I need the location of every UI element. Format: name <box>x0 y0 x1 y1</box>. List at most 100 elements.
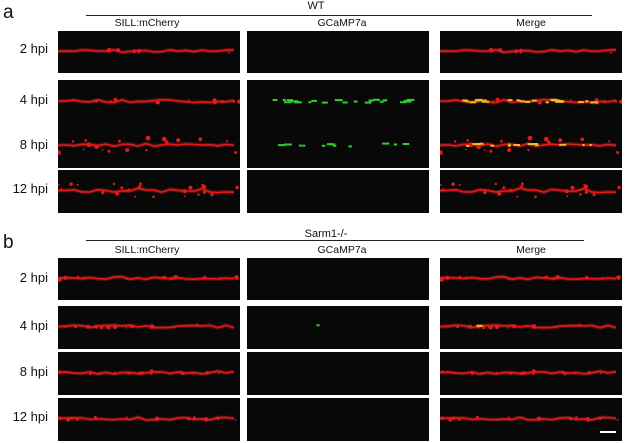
gcamp-signal <box>382 142 390 145</box>
gcamp-signal <box>286 99 293 102</box>
mcherry-puncta <box>507 326 509 329</box>
mcherry-puncta <box>569 99 572 102</box>
gcamp-signal <box>590 101 593 104</box>
mcherry-puncta <box>94 144 99 149</box>
mcherry-puncta <box>74 325 77 329</box>
mcherry-puncta <box>145 135 151 141</box>
panel-a-tile-2-gcamp <box>247 80 429 124</box>
mcherry-puncta <box>601 276 604 279</box>
mcherry-puncta <box>173 275 178 280</box>
mcherry-puncta <box>69 416 74 420</box>
mcherry-puncta <box>191 372 194 375</box>
mcherry-puncta <box>603 100 607 104</box>
gcamp-signal <box>462 99 468 102</box>
mcherry-puncta <box>497 191 502 196</box>
panel-b-tile-4-merge <box>440 398 622 441</box>
axon-fiber <box>58 49 235 54</box>
mcherry-puncta <box>616 275 621 280</box>
mcherry-puncta <box>570 185 575 190</box>
mcherry-puncta <box>495 371 498 373</box>
mcherry-puncta <box>71 140 75 143</box>
mcherry-puncta <box>198 137 203 142</box>
mcherry-puncta <box>113 97 118 102</box>
mcherry-puncta <box>598 417 602 421</box>
mcherry-puncta <box>440 277 444 282</box>
mcherry-puncta <box>488 47 494 53</box>
mcherry-puncta <box>125 148 130 152</box>
mcherry-puncta <box>616 418 619 421</box>
mcherry-puncta <box>232 99 236 103</box>
gcamp-signal <box>518 99 521 102</box>
gcamp-signal <box>284 101 292 104</box>
panel-a-tile-4-mcherry <box>58 170 240 213</box>
mcherry-puncta <box>165 140 169 145</box>
mcherry-puncta <box>170 277 174 281</box>
mcherry-puncta <box>118 139 121 143</box>
gcamp-signal <box>333 144 337 147</box>
mcherry-puncta <box>149 324 155 329</box>
mcherry-puncta <box>489 149 493 153</box>
mcherry-puncta <box>513 278 516 281</box>
mcherry-puncta <box>561 370 565 374</box>
mcherry-puncta <box>583 184 589 190</box>
mcherry-puncta <box>149 369 154 374</box>
mcherry-puncta <box>162 275 165 279</box>
panel-b-tile-1-mcherry <box>58 258 240 300</box>
mcherry-puncta <box>179 370 183 374</box>
mcherry-puncta <box>127 371 131 375</box>
panel-a-col-head-gcamp: GCaMP7a <box>317 17 367 29</box>
mcherry-puncta <box>568 417 573 421</box>
mcherry-puncta <box>445 275 450 280</box>
mcherry-puncta <box>544 275 547 279</box>
mcherry-puncta <box>93 415 97 419</box>
mcherry-puncta <box>543 136 549 142</box>
mcherry-puncta <box>516 195 519 198</box>
mcherry-puncta <box>483 149 486 151</box>
mcherry-puncta <box>468 142 474 148</box>
mcherry-puncta <box>107 149 111 153</box>
panel-a-row-label-2: 4 hpi <box>19 92 48 107</box>
mcherry-puncta <box>451 416 456 420</box>
gcamp-signal <box>472 143 481 145</box>
gcamp-signal <box>582 144 585 146</box>
mcherry-puncta <box>580 137 585 142</box>
mcherry-puncta <box>140 371 144 375</box>
mcherry-puncta <box>129 324 134 329</box>
scale-bar <box>600 431 616 433</box>
mcherry-puncta <box>88 372 92 376</box>
mcherry-puncta <box>235 185 239 190</box>
mcherry-puncta <box>69 182 73 186</box>
gcamp-signal <box>551 99 560 102</box>
mcherry-puncta <box>470 372 474 376</box>
axon-fiber <box>58 187 235 194</box>
mcherry-puncta <box>227 51 230 54</box>
mcherry-puncta <box>537 99 542 105</box>
mcherry-puncta <box>176 138 181 143</box>
mcherry-puncta <box>100 326 104 330</box>
mcherry-puncta <box>131 278 134 281</box>
mcherry-puncta <box>442 188 445 191</box>
mcherry-puncta <box>127 278 129 280</box>
panel-a-group-rule <box>86 15 592 16</box>
mcherry-puncta <box>532 372 535 375</box>
gcamp-signal <box>525 100 531 103</box>
gcamp-signal <box>291 100 299 103</box>
mcherry-puncta <box>60 188 63 191</box>
mcherry-puncta <box>558 138 563 143</box>
mcherry-puncta <box>520 185 524 188</box>
mcherry-puncta <box>509 188 513 192</box>
panel-a-tile-1-mcherry <box>58 31 240 73</box>
axon-fiber <box>440 370 617 375</box>
panel-b-row-label-4: 12 hpi <box>12 409 48 424</box>
gcamp-signal <box>399 101 407 104</box>
panel-a-tile-2-merge <box>440 80 622 124</box>
mcherry-puncta <box>476 144 481 149</box>
gcamp-signal <box>393 143 398 146</box>
mcherry-puncta <box>84 139 88 142</box>
mcherry-puncta <box>63 275 68 280</box>
gcamp-signal <box>474 99 482 102</box>
mcherry-puncta <box>182 189 187 194</box>
mcherry-puncta <box>101 149 104 151</box>
mcherry-puncta <box>58 277 62 282</box>
mcherry-puncta <box>594 98 599 102</box>
